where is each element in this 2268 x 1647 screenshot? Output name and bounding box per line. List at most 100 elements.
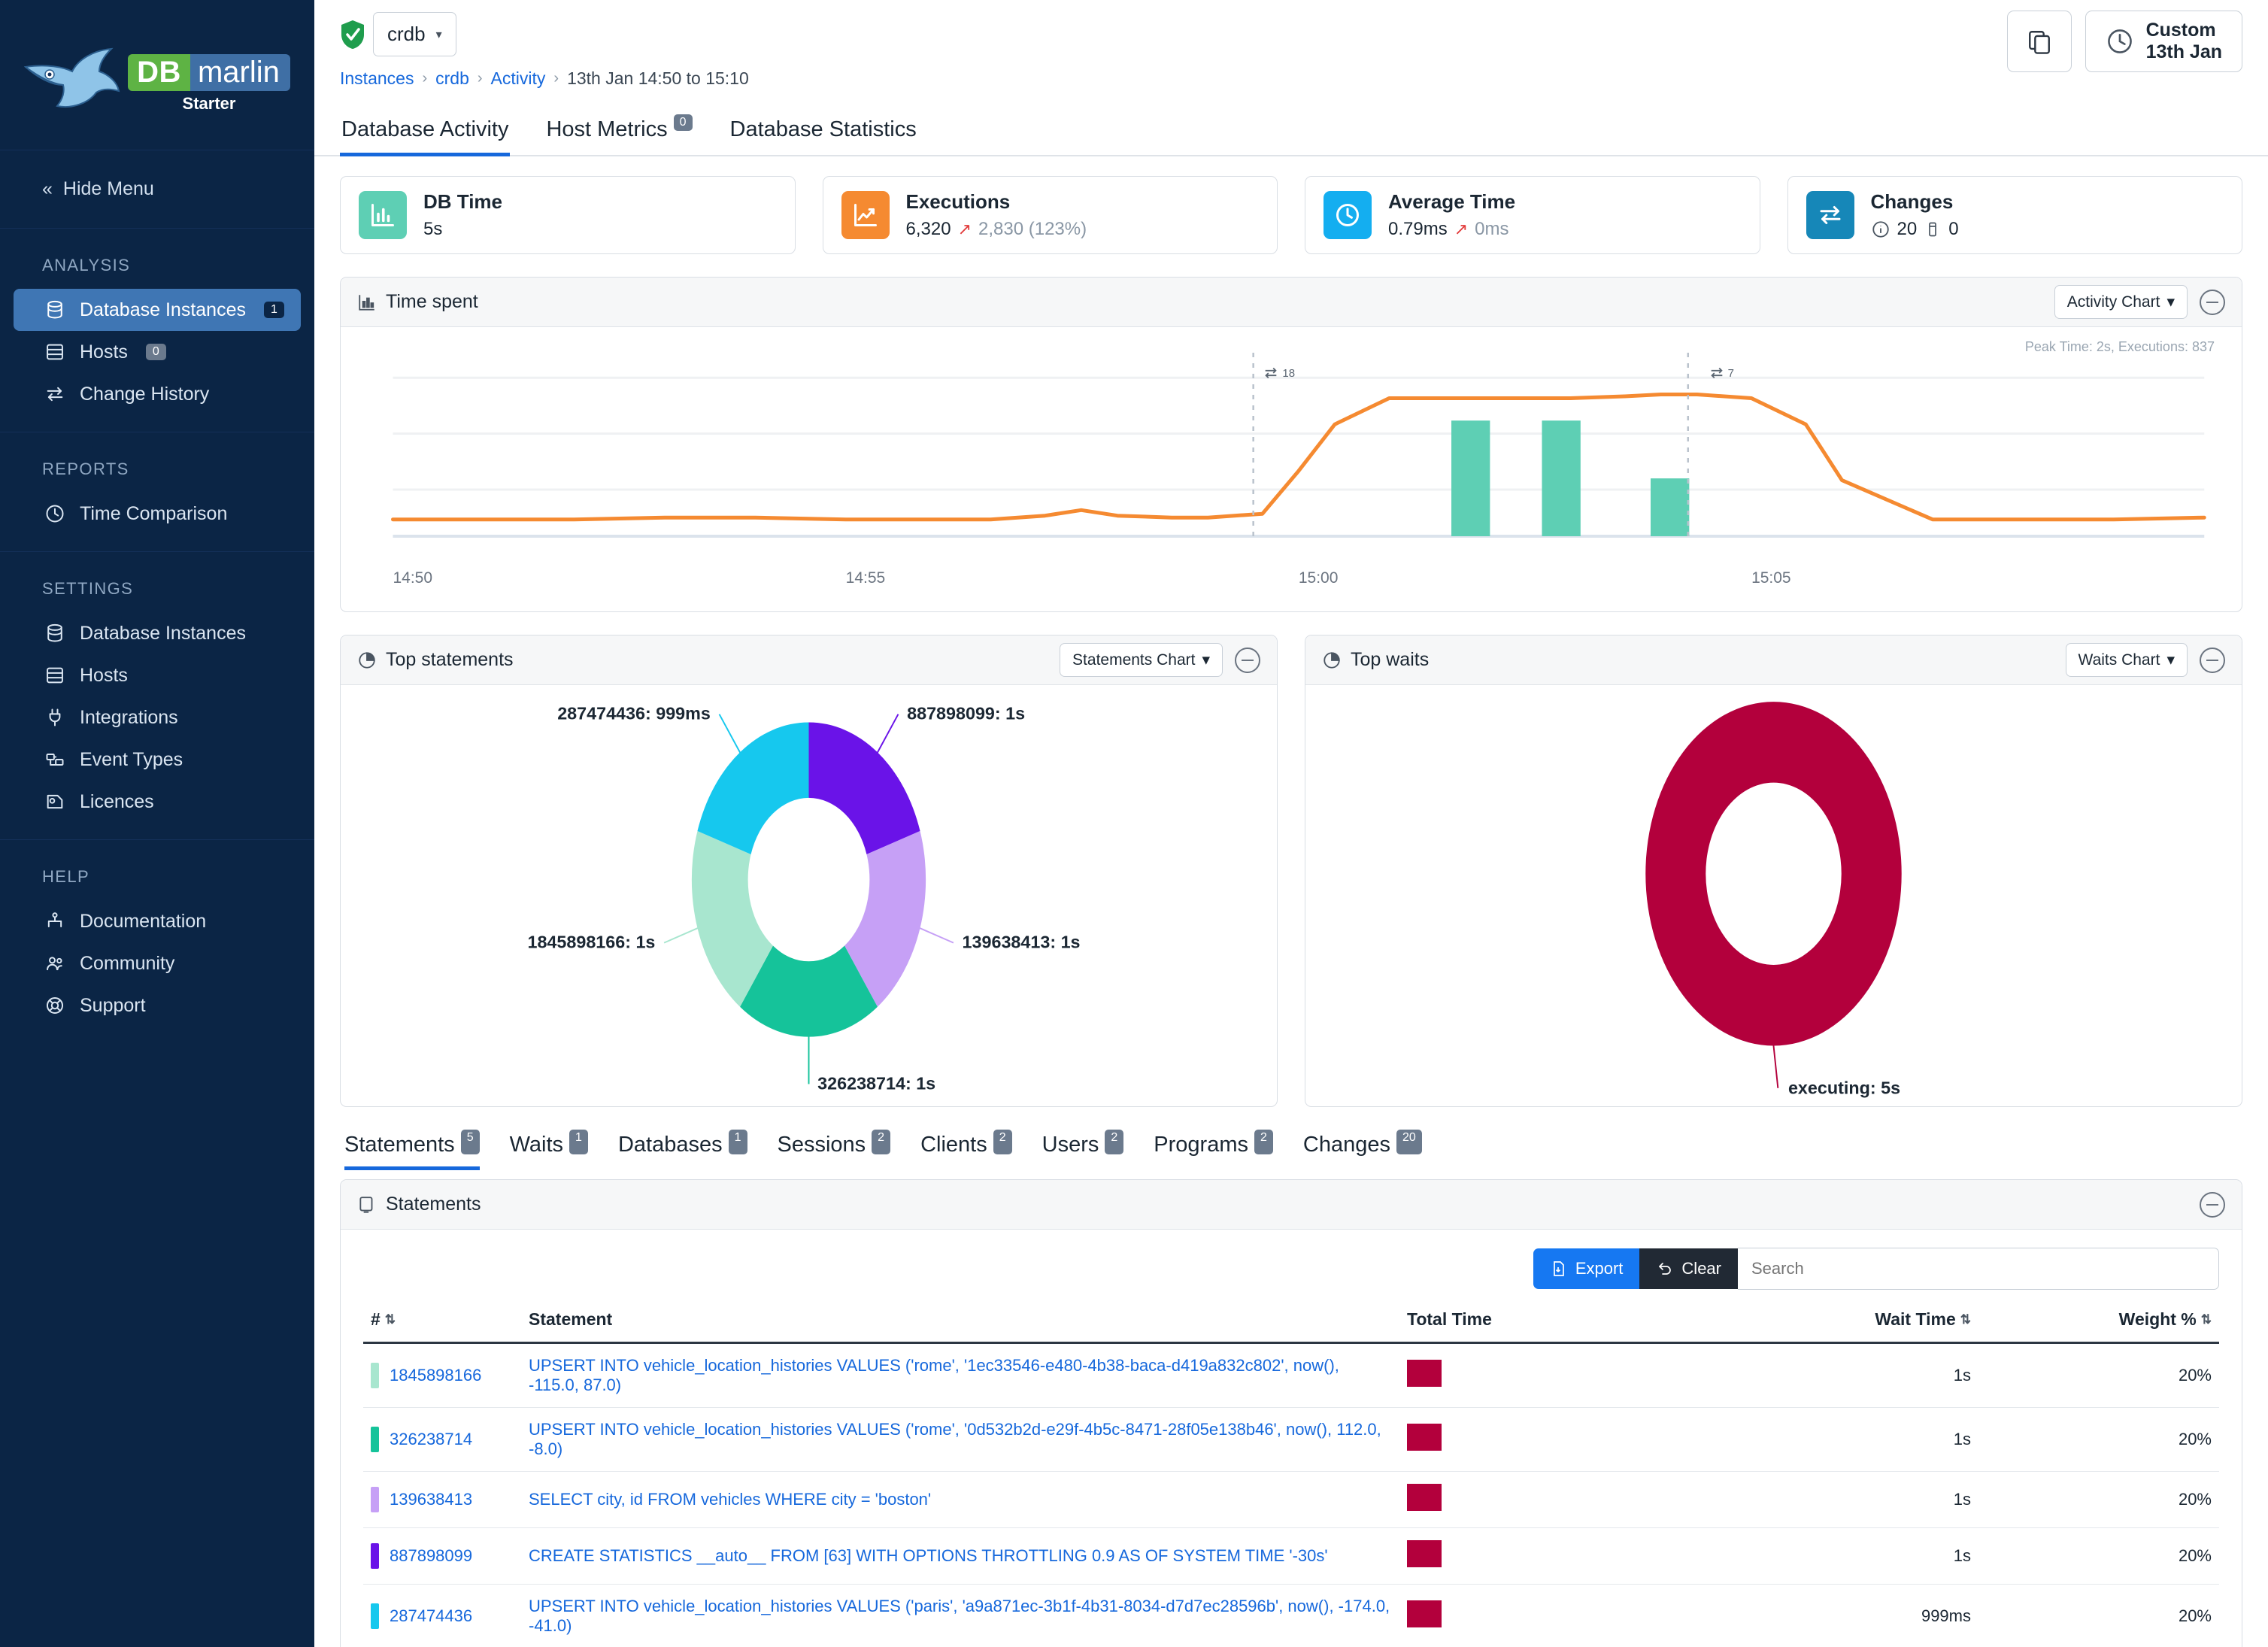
- sidebar-item-change-history[interactable]: Change History: [14, 373, 301, 415]
- collapse-time-spent-button[interactable]: [2200, 289, 2225, 315]
- activity-chart[interactable]: [363, 339, 2219, 565]
- sidebar-item-hosts[interactable]: Hosts 0: [14, 331, 301, 373]
- activity-bar[interactable]: [1542, 420, 1581, 536]
- statement-sql[interactable]: UPSERT INTO vehicle_location_histories V…: [529, 1356, 1339, 1394]
- statement-sql[interactable]: UPSERT INTO vehicle_location_histories V…: [529, 1420, 1381, 1458]
- table-row[interactable]: 326238714 UPSERT INTO vehicle_location_hi…: [363, 1407, 2219, 1472]
- cell-statement[interactable]: UPSERT INTO vehicle_location_histories V…: [521, 1407, 1399, 1472]
- statement-id[interactable]: 139638413: [390, 1490, 473, 1509]
- search-input[interactable]: [1738, 1248, 2219, 1290]
- sidebar-item-community[interactable]: Community: [14, 942, 301, 984]
- cell-id[interactable]: 1845898166: [363, 1342, 521, 1408]
- detail-tab-clients[interactable]: Clients 2: [920, 1130, 1012, 1170]
- cell-statement[interactable]: UPSERT INTO vehicle_location_histories V…: [521, 1342, 1399, 1408]
- col-number[interactable]: # ⇅: [363, 1299, 521, 1344]
- activity-chart-select[interactable]: Activity Chart ▾: [2054, 285, 2188, 319]
- cell-statement[interactable]: SELECT city, id FROM vehicles WHERE city…: [521, 1471, 1399, 1528]
- kpi-card-db-time[interactable]: DB Time 5s: [340, 176, 796, 254]
- statement-id[interactable]: 1845898166: [390, 1366, 482, 1385]
- statements-chart-select[interactable]: Statements Chart ▾: [1060, 643, 1223, 677]
- cell-statement[interactable]: UPSERT INTO vehicle_location_histories V…: [521, 1584, 1399, 1647]
- cell-statement[interactable]: CREATE STATISTICS __auto__ FROM [63] WIT…: [521, 1527, 1399, 1585]
- col-weight[interactable]: Weight % ⇅: [1978, 1299, 2219, 1344]
- waits-donut-chart[interactable]: executing: 5s: [1305, 685, 2242, 1106]
- col-wait-time[interactable]: Wait Time ⇅: [1723, 1299, 1978, 1344]
- statement-color-swatch: [371, 1363, 379, 1388]
- donut-panels-row: Top statements Statements Chart ▾ 887898…: [340, 635, 2242, 1107]
- sidebar-item-database-instances[interactable]: Database Instances 1: [14, 289, 301, 331]
- donut-slice[interactable]: [691, 831, 773, 1007]
- statement-sql[interactable]: CREATE STATISTICS __auto__ FROM [63] WIT…: [529, 1546, 1328, 1565]
- statements-donut-chart[interactable]: 887898099: 1s 139638413: 1s 326238714: 1s 1…: [341, 685, 1277, 1106]
- kpi-card-average-time[interactable]: Average Time 0.79ms ↗ 0ms: [1305, 176, 1760, 254]
- table-row[interactable]: 287474436 UPSERT INTO vehicle_location_hi…: [363, 1584, 2219, 1647]
- sidebar-item-integrations[interactable]: Integrations: [14, 696, 301, 739]
- col-total-time[interactable]: Total Time: [1399, 1299, 1723, 1344]
- statement-id[interactable]: 887898099: [390, 1546, 473, 1565]
- collapse-top-statements-button[interactable]: [1235, 647, 1260, 673]
- detail-tab-changes[interactable]: Changes 20: [1303, 1130, 1422, 1170]
- kpi-value-row: 0.79ms ↗ 0ms: [1388, 219, 1515, 240]
- activity-bar[interactable]: [1451, 420, 1490, 536]
- collapse-statements-button[interactable]: [2200, 1191, 2225, 1218]
- sidebar-item-event-types[interactable]: Event Types: [14, 739, 301, 781]
- export-button[interactable]: Export: [1533, 1248, 1640, 1289]
- donut-slice[interactable]: [808, 722, 920, 855]
- kpi-card-changes[interactable]: Changes 20 0: [1787, 176, 2242, 254]
- instance-selector[interactable]: crdb ▾: [373, 12, 456, 56]
- table-row[interactable]: 1845898166 UPSERT INTO vehicle_location_h…: [363, 1342, 2219, 1408]
- cell-id[interactable]: 139638413: [363, 1471, 521, 1528]
- detail-tab-databases[interactable]: Databases 1: [618, 1130, 747, 1170]
- cell-wait-time: 1s: [1723, 1407, 1978, 1472]
- hide-menu-button[interactable]: « Hide Menu: [0, 150, 314, 229]
- donut-slice-label: 139638413: 1s: [963, 932, 1081, 951]
- breadcrumb-activity[interactable]: Activity: [490, 68, 546, 88]
- clear-button[interactable]: Clear: [1639, 1248, 1738, 1289]
- cell-id[interactable]: 326238714: [363, 1407, 521, 1472]
- table-row[interactable]: 139638413 SELECT city, id FROM vehicles W…: [363, 1471, 2219, 1528]
- statement-id[interactable]: 326238714: [390, 1430, 473, 1448]
- breadcrumb-crdb[interactable]: crdb: [435, 68, 469, 88]
- collapse-top-waits-button[interactable]: [2200, 647, 2225, 673]
- cell-id[interactable]: 887898099: [363, 1527, 521, 1585]
- donut-slice[interactable]: [844, 831, 926, 1007]
- tab-host-metrics[interactable]: Host Metrics 0: [544, 110, 693, 156]
- sidebar-item-documentation[interactable]: Documentation: [14, 900, 301, 942]
- sidebar-item-database-instances[interactable]: Database Instances: [14, 612, 301, 654]
- change-marker[interactable]: 18: [1263, 365, 1295, 381]
- kpi-card-executions[interactable]: Executions 6,320 ↗ 2,830 (123%): [822, 176, 1278, 254]
- detail-tab-programs[interactable]: Programs 2: [1154, 1130, 1273, 1170]
- copy-button[interactable]: [2006, 11, 2072, 72]
- tab-database-activity[interactable]: Database Activity: [340, 110, 511, 156]
- statement-sql[interactable]: UPSERT INTO vehicle_location_histories V…: [529, 1597, 1390, 1635]
- cell-id[interactable]: 287474436: [363, 1584, 521, 1647]
- statement-sql[interactable]: SELECT city, id FROM vehicles WHERE city…: [529, 1490, 932, 1509]
- breadcrumb-instances[interactable]: Instances: [340, 68, 414, 88]
- donut-slice[interactable]: [740, 945, 878, 1037]
- tab-database-statistics[interactable]: Database Statistics: [729, 110, 918, 156]
- table-row[interactable]: 887898099 CREATE STATISTICS __auto__ FROM…: [363, 1527, 2219, 1585]
- col-statement[interactable]: Statement: [521, 1299, 1399, 1344]
- date-range-button[interactable]: Custom 13th Jan: [2085, 11, 2242, 72]
- sidebar-item-licences[interactable]: Licences: [14, 781, 301, 823]
- sidebar-section-title: ANALYSIS: [42, 256, 131, 274]
- activity-line[interactable]: [391, 393, 2206, 522]
- sidebar-item-support[interactable]: Support: [14, 984, 301, 1027]
- donut-slice[interactable]: [697, 722, 809, 855]
- sidebar-item-hosts[interactable]: Hosts: [14, 654, 301, 696]
- donut-slice[interactable]: [1645, 702, 1902, 1046]
- detail-tab-statements[interactable]: Statements 5: [344, 1130, 480, 1170]
- sidebar-item-time-comparison[interactable]: Time Comparison: [14, 493, 301, 535]
- col-number-label: #: [371, 1309, 381, 1329]
- detail-tab-sessions[interactable]: Sessions 2: [778, 1130, 891, 1170]
- detail-tab-users[interactable]: Users 2: [1042, 1130, 1124, 1170]
- server-icon: [47, 667, 63, 684]
- statement-id[interactable]: 287474436: [390, 1606, 473, 1625]
- logo-db-text: DB: [128, 53, 190, 91]
- brand-logo[interactable]: DB marlin Starter: [0, 0, 314, 150]
- activity-chart-xaxis: 14:50 14:55 15:00 15:05: [363, 569, 2219, 595]
- detail-tab-waits[interactable]: Waits 1: [510, 1130, 588, 1170]
- activity-bar[interactable]: [1651, 478, 1690, 536]
- waits-chart-select[interactable]: Waits Chart ▾: [2065, 643, 2188, 677]
- change-marker[interactable]: 7: [1709, 365, 1734, 381]
